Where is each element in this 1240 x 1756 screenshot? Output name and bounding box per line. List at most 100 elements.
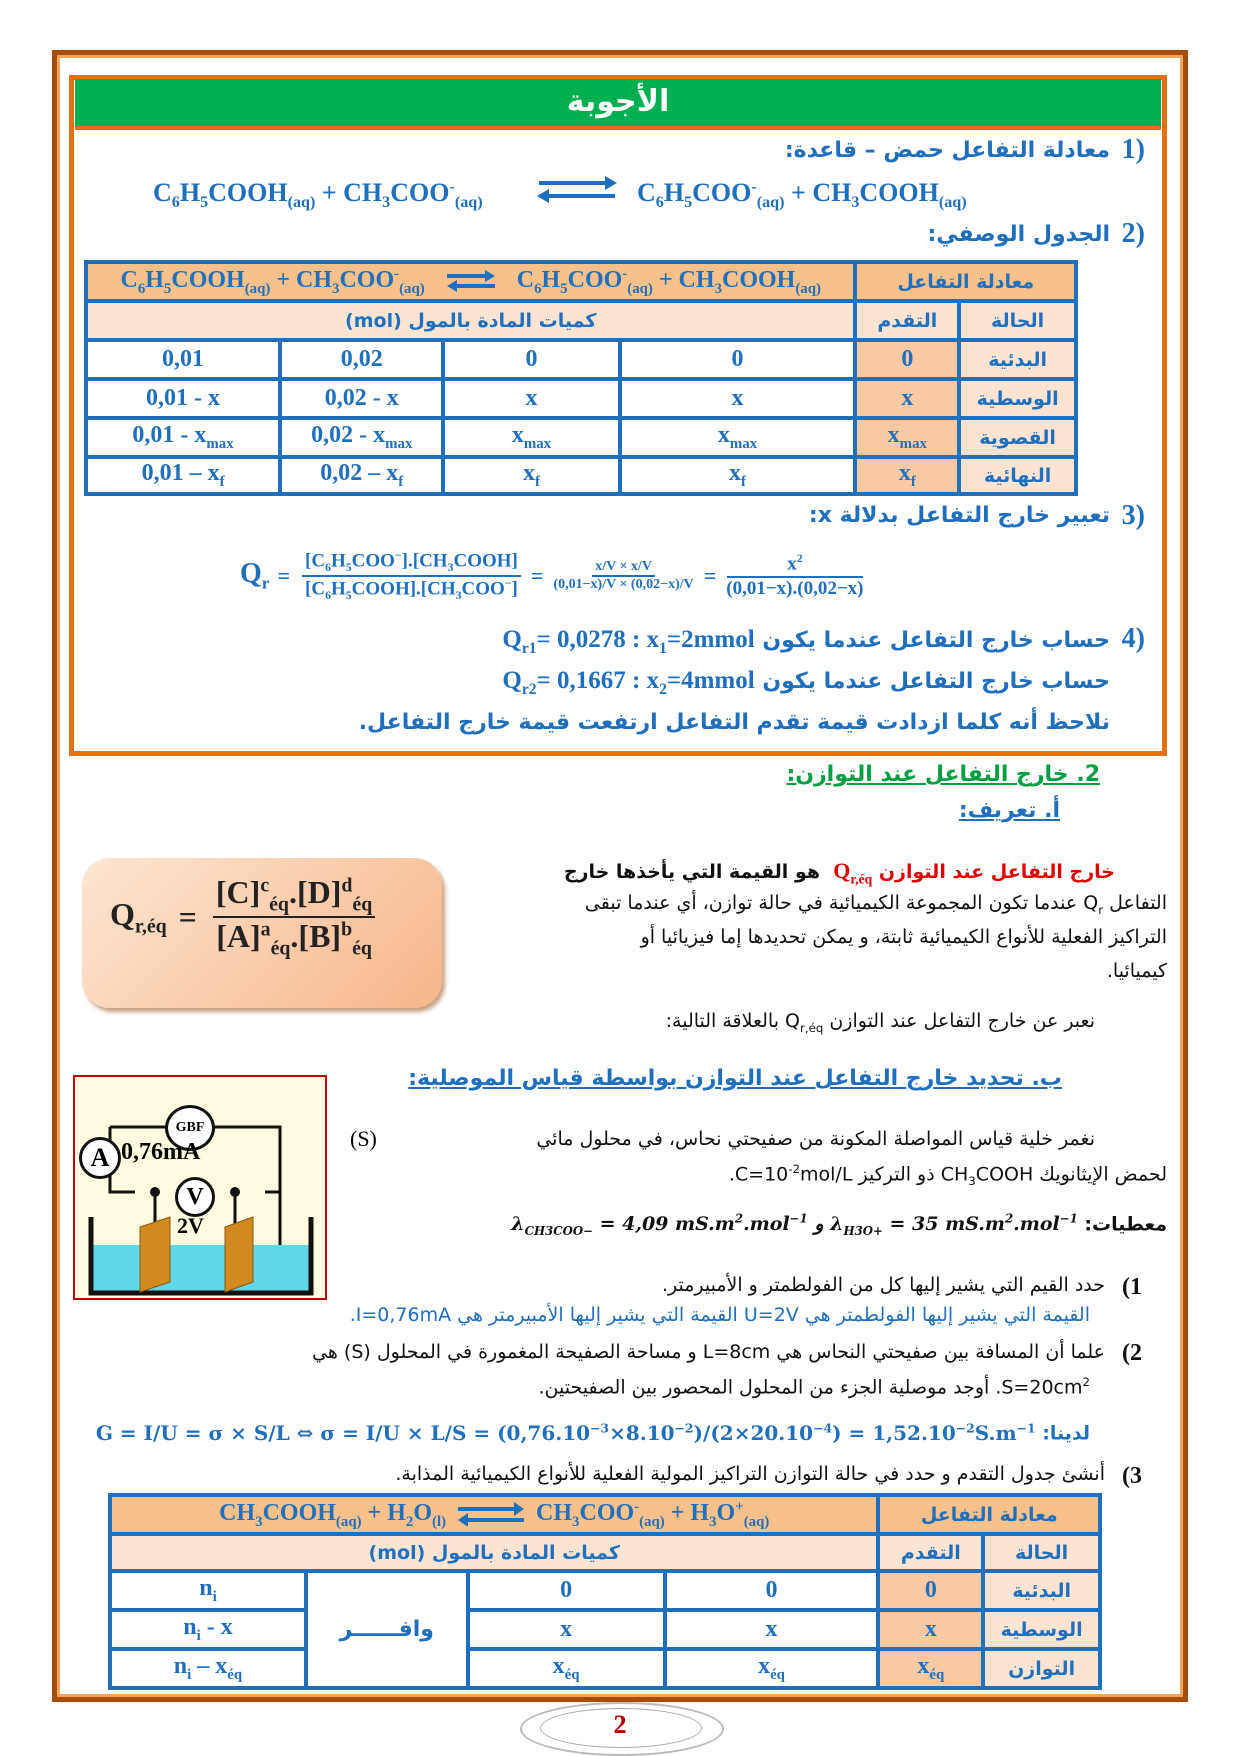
table-cell: xmax	[617, 416, 858, 459]
table-cell: 0,01	[83, 338, 283, 381]
q3-heading: تعبير خارج التفاعل بدلالة x:	[808, 503, 1110, 528]
q2-number: 2)	[1121, 218, 1145, 249]
voltage-reading: 2V	[177, 1213, 204, 1238]
q4-line1: حساب خارج التفاعل عندما يكون Qr1= 0,0278…	[502, 626, 1110, 657]
item1-answer: القيمة التي يشير إليها الفولطمتر هي U=2V…	[349, 1304, 1090, 1326]
conductivity-heading: ب. تحديد خارج التفاعل عند التوازن بواسطة…	[408, 1066, 1062, 1091]
voltmeter: V	[175, 1177, 215, 1217]
table1-advance-label: التقدم	[853, 299, 962, 342]
table-cell: 0	[853, 338, 962, 381]
table1-equation-label: معادلة التفاعل	[853, 260, 1078, 303]
table-cell: 0,01 – xf	[83, 455, 283, 496]
table-cell: 0,01 - x	[83, 377, 283, 420]
q2-heading: الجدول الوصفي:	[927, 222, 1110, 247]
definition-line4: كيميائيا.	[1106, 960, 1167, 982]
table1-state-label: الحالة	[957, 299, 1078, 342]
table-cell: 0	[441, 338, 622, 381]
page-number: 2	[613, 1710, 627, 1739]
table-cell: xmax	[441, 416, 622, 459]
table-cell: x	[441, 377, 622, 420]
item2-question-line1: علما أن المسافة بين صفيحتي النحاس هي L=8…	[312, 1341, 1105, 1363]
table2-state-label: الحالة	[981, 1532, 1102, 1573]
table-cell: 0,02 - x	[278, 377, 446, 420]
table-cell: xf	[853, 455, 962, 496]
table-cell: 0	[465, 1569, 667, 1612]
answers-box	[69, 75, 1167, 756]
relation-text: نعبر عن خارج التفاعل عند التوازن Qr,éq ب…	[665, 1010, 1095, 1035]
table-row: 0,01 0,02 0 0 0 البدئية	[83, 338, 1078, 381]
table-cell: 0,02 - xmax	[278, 416, 446, 459]
table1-equation: C6H5COOH(aq) + CH3COO-(aq) C6H5COO-(aq) …	[83, 260, 858, 303]
table-cell: x	[853, 377, 962, 420]
table-row: 0,01 – xf 0,02 – xf xf xf xf النهائية	[83, 455, 1078, 496]
definition-line1: خارج التفاعل عند التوازن Qr,éq هو القيمة…	[563, 858, 1115, 887]
table-cell: القصوية	[957, 416, 1078, 459]
advancement-table-1: C6H5COOH(aq) + CH3COO-(aq) C6H5COO-(aq) …	[83, 260, 1078, 496]
table-cell: التوازن	[981, 1647, 1102, 1690]
conductivity-cell-diagram: GBF A 0,76mA V 2V	[73, 1075, 327, 1300]
table-cell: الوسطية	[957, 377, 1078, 420]
table-row: ni وافــــــر 0 0 0 البدئية	[108, 1569, 1102, 1690]
item3-question: أنشئ جدول التقدم و حدد في حالة التوازن ا…	[395, 1463, 1105, 1485]
equilibrium-arrows-icon	[431, 267, 511, 293]
table-cell: x	[617, 377, 858, 420]
table1-quantities-label: كميات المادة بالمول (mol)	[83, 299, 858, 342]
table2-equation-label: معادلة التفاعل	[876, 1493, 1102, 1536]
q1-equation-left: C6H5COOH(aq) + CH3COO-(aq)	[153, 178, 483, 212]
table-cell: xéq	[662, 1647, 881, 1690]
answers-title: الأجوبة	[75, 79, 1161, 130]
table-row: 0,01 - xmax 0,02 - xmax xmax xmax xmax القصوي…	[83, 416, 1078, 459]
table-cell: x	[662, 1608, 881, 1651]
item1-question: حدد القيم التي يشير إليها كل من الفولطمت…	[661, 1274, 1105, 1296]
item2-question-line2: S=20cm2. أوجد موصلية الجزء من المحلول ال…	[538, 1375, 1091, 1399]
table-row: ni – xéq xéq xéq xéq التوازن	[108, 1647, 1102, 1690]
table-cell: 0,01 - xmax	[83, 416, 283, 459]
water-excess: وافــــــر	[303, 1569, 470, 1690]
experiment-line1: نغمر خلية قياس المواصلة المكونة من صفيحت…	[536, 1128, 1095, 1150]
equilibrium-arrows-icon	[452, 1500, 530, 1528]
table-cell: ni	[108, 1569, 308, 1612]
table-cell: النهائية	[957, 455, 1078, 496]
equilibrium-arrows-icon	[535, 174, 620, 209]
table-cell: 0	[617, 338, 858, 381]
table-cell: xf	[617, 455, 858, 496]
table2-advance-label: التقدم	[876, 1532, 986, 1573]
ammeter: A	[79, 1137, 121, 1179]
given-data: معطيات: λH3O+ = 35 mS.m2.mol−1 و λCH3COO…	[511, 1212, 1167, 1239]
equilibrium-quotient-formula-box: Qr,éq = [C]céq.[D]déq [A]aéq.[B]béq	[82, 858, 442, 1008]
q1-equation-right: C6H5COO-(aq) + CH3COOH(aq)	[637, 178, 967, 212]
table-cell: x	[876, 1608, 986, 1651]
table-cell: الوسطية	[981, 1608, 1102, 1651]
q4-conclusion: نلاحظ أنه كلما ازدادت قيمة تقدم التفاعل …	[358, 710, 1110, 735]
table-cell: البدئية	[981, 1569, 1102, 1612]
table-cell: 0	[662, 1569, 881, 1612]
q1-heading: معادلة التفاعل حمض – قاعدة:	[784, 138, 1110, 163]
definition-line3: التراكيز الفعلية للأنواع الكيميائية ثابت…	[640, 926, 1167, 948]
qr-expression: Qr = [C6H5COO−].[CH3COOH] [C6H5COOH].[CH3C…	[240, 548, 864, 603]
q4-line2: حساب خارج التفاعل عندما يكون Qr2= 0,1667…	[502, 667, 1110, 698]
table-cell: xf	[441, 455, 622, 496]
table-cell: ni - x	[108, 1608, 308, 1651]
q3-number: 3)	[1121, 500, 1145, 531]
table-cell: البدئية	[957, 338, 1078, 381]
experiment-line2: لحمض الإيثانويك CH3COOH ذو التركيز C=10-…	[728, 1162, 1167, 1189]
table-cell: xéq	[465, 1647, 667, 1690]
advancement-table-2: CH3COOH(aq) + H2O(l) CH3COO-(aq) + H3O+(…	[107, 1493, 1102, 1690]
item2-answer: لدينا: G = I/U = σ × S/L ⇔ σ = I/U × L/S…	[95, 1420, 1090, 1445]
q4-number: 4)	[1121, 623, 1145, 654]
table-cell: x	[465, 1608, 667, 1651]
table-row: ni - x x x x الوسطية	[108, 1608, 1102, 1651]
current-reading: 0,76mA	[121, 1139, 201, 1165]
table-cell: 0	[876, 1569, 986, 1612]
solution-label: (S)	[350, 1126, 377, 1151]
page-frame	[52, 50, 1188, 1702]
page-number-ellipse-inner	[540, 1708, 702, 1748]
section2-heading: 2. خارج التفاعل عند التوازن:	[786, 762, 1100, 787]
definition-heading: أ. تعريف:	[958, 798, 1060, 823]
table-cell: xéq	[876, 1647, 986, 1690]
table2-equation: CH3COOH(aq) + H2O(l) CH3COO-(aq) + H3O+(…	[107, 1493, 881, 1536]
item1-number: 1)	[1122, 1274, 1142, 1300]
q1-number: 1)	[1121, 134, 1145, 165]
table2-quantities-label: كميات المادة بالمول (mol)	[107, 1532, 881, 1573]
item3-number: 3)	[1122, 1463, 1142, 1489]
